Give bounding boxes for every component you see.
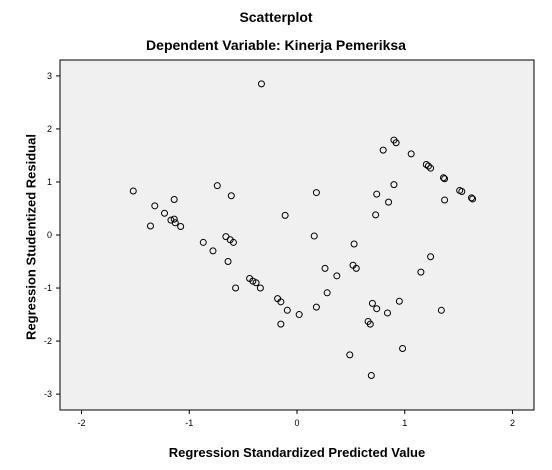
data-point — [469, 195, 477, 203]
y-tick-label: 3 — [47, 71, 52, 81]
data-point — [468, 194, 476, 202]
data-point — [321, 264, 329, 272]
axis-ticks: -2 -1 0 1 2 3 2 1 0 -1 -2 -3 — [44, 71, 515, 428]
data-point — [171, 219, 179, 227]
data-point — [227, 192, 235, 200]
data-point — [170, 215, 178, 223]
y-tick-label: -2 — [44, 336, 52, 346]
data-point — [199, 238, 207, 246]
data-point — [232, 284, 240, 292]
chart-title: Scatterplot — [239, 9, 313, 25]
data-point — [177, 223, 185, 231]
data-point — [281, 211, 289, 219]
data-point — [372, 211, 380, 219]
data-point — [427, 164, 435, 172]
data-point — [146, 222, 154, 230]
y-tick-label: 2 — [47, 124, 52, 134]
data-point — [368, 299, 376, 307]
data-point — [224, 258, 232, 266]
data-point — [229, 238, 237, 246]
data-point — [312, 303, 320, 311]
data-point — [437, 306, 445, 314]
data-point — [427, 253, 435, 261]
data-point — [458, 188, 466, 196]
x-tick-label: 2 — [510, 418, 515, 428]
data-point — [417, 268, 425, 276]
data-point — [249, 277, 257, 285]
chart-subtitle: Dependent Variable: Kinerja Pemeriksa — [146, 37, 406, 53]
data-point — [277, 298, 285, 306]
y-tick-label: 0 — [47, 230, 52, 240]
data-point — [350, 240, 358, 248]
data-point — [160, 209, 168, 217]
data-point — [399, 344, 407, 352]
data-point — [422, 160, 430, 168]
data-point — [283, 306, 291, 314]
data-point — [440, 174, 448, 182]
x-tick-label: 0 — [294, 418, 299, 428]
x-tick-label: -2 — [78, 418, 86, 428]
data-point — [441, 175, 449, 183]
data-point — [385, 198, 393, 206]
data-point — [277, 320, 285, 328]
y-tick-label: -3 — [44, 389, 52, 399]
data-point — [373, 305, 381, 313]
data-point — [390, 181, 398, 189]
x-tick-label: -1 — [185, 418, 193, 428]
data-point — [366, 320, 374, 328]
data-point — [441, 196, 449, 204]
data-points — [129, 80, 477, 380]
data-point — [256, 284, 264, 292]
data-point — [407, 150, 415, 158]
data-point — [373, 190, 381, 198]
data-point — [213, 182, 221, 190]
data-point — [352, 264, 360, 272]
y-axis-label: Regression Studentized Residual — [23, 134, 39, 340]
data-point — [257, 80, 265, 88]
data-point — [379, 146, 387, 154]
data-point — [310, 232, 318, 240]
data-point — [383, 309, 391, 317]
data-point — [333, 272, 341, 280]
data-point — [129, 187, 137, 195]
data-point — [209, 247, 217, 255]
data-point — [252, 279, 260, 287]
x-axis-label: Regression Standardized Predicted Value — [168, 445, 426, 460]
data-point — [312, 189, 320, 197]
data-point — [395, 297, 403, 305]
data-point — [392, 139, 400, 147]
data-point — [295, 311, 303, 319]
data-point — [424, 162, 432, 170]
data-point — [151, 202, 159, 210]
plot-area — [59, 59, 535, 411]
data-point — [323, 289, 331, 297]
data-point — [367, 372, 375, 380]
data-point — [170, 195, 178, 203]
y-tick-label: -1 — [44, 283, 52, 293]
x-tick-label: 1 — [402, 418, 407, 428]
data-point — [346, 351, 354, 359]
y-tick-label: 1 — [47, 177, 52, 187]
